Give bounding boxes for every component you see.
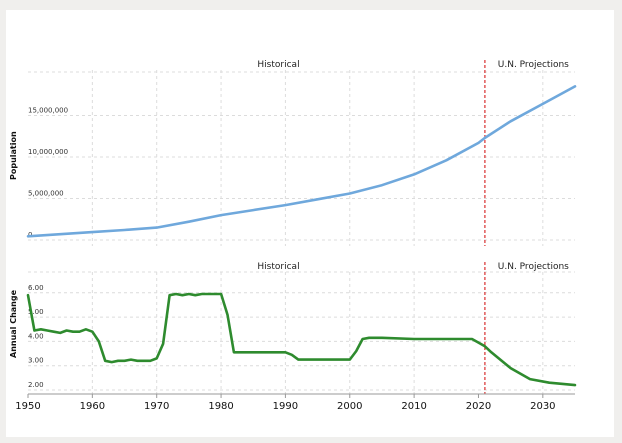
x-tick-label: 2020 bbox=[466, 401, 491, 412]
annual-change-line bbox=[26, 292, 577, 387]
bottom-y-tick-label: 3.00 bbox=[28, 357, 44, 365]
bottom-region-projections-label: U.N. Projections bbox=[498, 262, 569, 272]
x-tick-label: 1980 bbox=[208, 401, 233, 412]
x-tick-label: 1960 bbox=[80, 401, 105, 412]
x-tick-label: 1970 bbox=[144, 401, 169, 412]
bottom-y-tick-label: 5.00 bbox=[28, 308, 44, 316]
x-tick-label: 1990 bbox=[273, 401, 298, 412]
top-y-tick-label: 5,000,000 bbox=[28, 190, 64, 198]
population-line bbox=[26, 85, 577, 238]
bottom-y-tick-label: 4.00 bbox=[28, 332, 44, 340]
bottom-y-tick-label: 6.00 bbox=[28, 284, 44, 292]
x-tick-label: 2030 bbox=[530, 401, 555, 412]
top-y-axis-title: Population bbox=[9, 131, 18, 180]
bottom-region-historical-label: Historical bbox=[257, 262, 299, 272]
top-y-tick-label: 10,000,000 bbox=[28, 148, 68, 156]
top-region-historical-label: Historical bbox=[257, 60, 299, 70]
bottom-y-tick-label: 2.00 bbox=[28, 381, 44, 389]
x-tick-label: 2010 bbox=[401, 401, 426, 412]
bottom-y-axis-title: Annual Change bbox=[9, 289, 18, 358]
x-tick-label: 2000 bbox=[337, 401, 362, 412]
top-y-tick-label: 15,000,000 bbox=[28, 107, 68, 115]
x-tick-label: 1950 bbox=[15, 401, 40, 412]
top-region-projections-label: U.N. Projections bbox=[498, 60, 569, 70]
